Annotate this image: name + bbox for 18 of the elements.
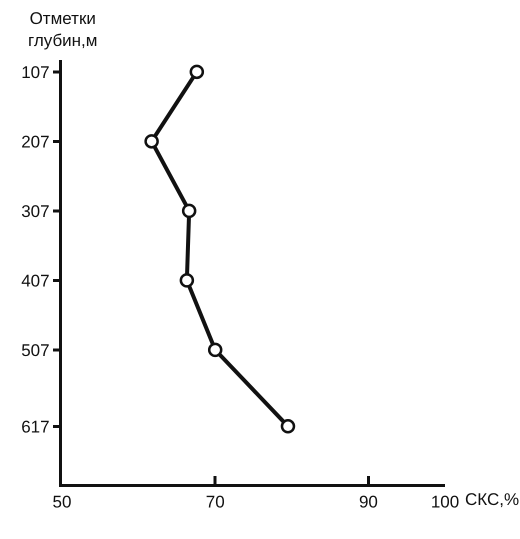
y-tick-label: 107 — [21, 62, 50, 82]
point — [280, 419, 296, 434]
y-tick-label: 307 — [21, 202, 50, 221]
y-tick-label: 507 — [21, 340, 50, 360]
x-tick-label: 50 — [52, 492, 72, 512]
x-tick-label: 70 — [206, 492, 225, 512]
point — [190, 64, 204, 80]
y-tick-label: 407 — [21, 271, 50, 290]
x-tick-label: 90 — [358, 492, 378, 512]
y-tick-label: 207 — [21, 132, 50, 152]
y-tick-label: 617 — [21, 417, 50, 436]
point — [182, 204, 196, 218]
point — [208, 342, 222, 358]
x-tick-label: 100 — [430, 492, 460, 512]
point — [144, 134, 159, 149]
y-axis-title: Отметки глубин,м — [28, 9, 98, 50]
x-axis-title: СКС,% — [465, 490, 520, 509]
point — [180, 273, 194, 288]
